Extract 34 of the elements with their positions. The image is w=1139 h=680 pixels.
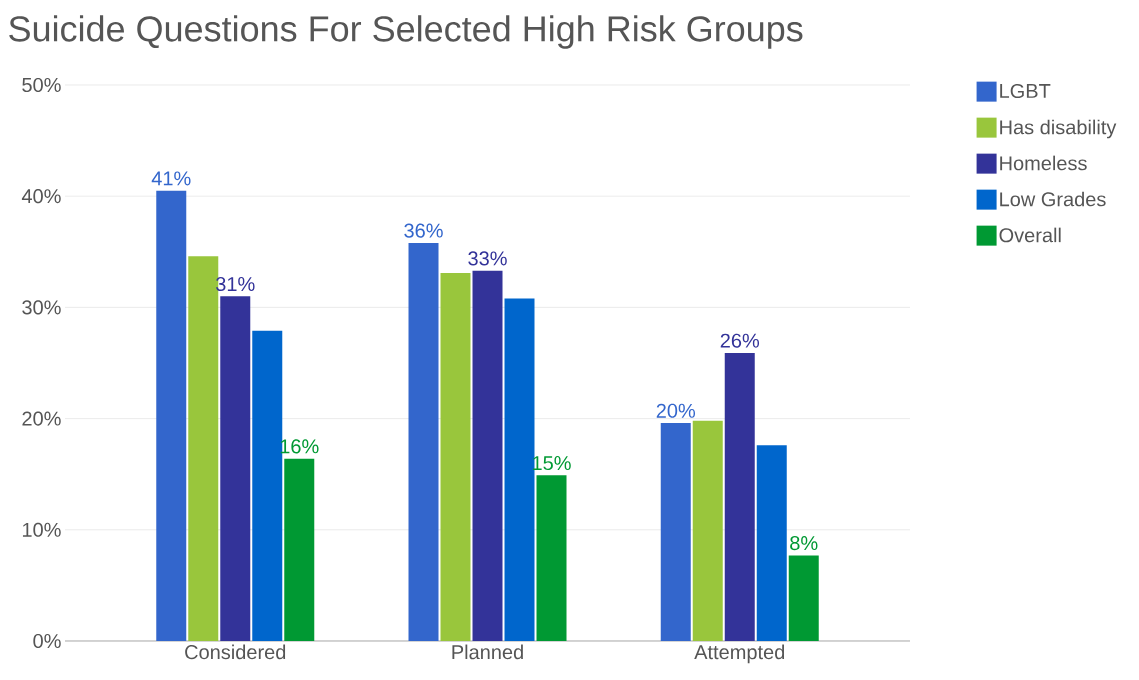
legend-label: Homeless xyxy=(1000,155,1087,171)
bar xyxy=(504,298,535,641)
data-label: 36% xyxy=(404,223,443,238)
y-tick-label: 10% xyxy=(22,522,61,537)
bar xyxy=(408,242,439,641)
bar xyxy=(220,296,251,641)
bar xyxy=(692,420,723,641)
data-label: 20% xyxy=(656,403,696,418)
x-tick-label: Considered xyxy=(185,644,286,660)
y-tick-label: 20% xyxy=(22,411,61,426)
bar xyxy=(472,270,503,641)
data-label: 41% xyxy=(151,171,191,186)
bar xyxy=(156,190,187,641)
bar xyxy=(756,445,787,641)
data-label: 33% xyxy=(468,251,507,266)
legend-label: Overall xyxy=(999,227,1061,243)
bar xyxy=(660,423,691,641)
legend-label: Has disability xyxy=(1000,119,1117,139)
data-label: 8% xyxy=(790,536,818,551)
bar xyxy=(536,475,567,641)
y-tick-label: 50% xyxy=(22,77,61,93)
bar xyxy=(724,352,755,641)
y-tick-label: 40% xyxy=(21,189,61,204)
x-tick-label: Planned xyxy=(452,644,523,660)
legend-label: LGBT xyxy=(1000,83,1051,99)
chart-title: Suicide Questions For Selected High Risk Groups xyxy=(9,15,803,49)
y-tick-label: 0% xyxy=(33,633,61,649)
bar xyxy=(440,272,471,641)
legend-label: Low Grades xyxy=(1000,191,1106,207)
bar xyxy=(788,555,819,641)
y-tick-label: 30% xyxy=(22,300,61,315)
data-label: 26% xyxy=(720,333,760,348)
x-tick-label: Attempted xyxy=(694,644,785,664)
bar xyxy=(284,458,315,641)
